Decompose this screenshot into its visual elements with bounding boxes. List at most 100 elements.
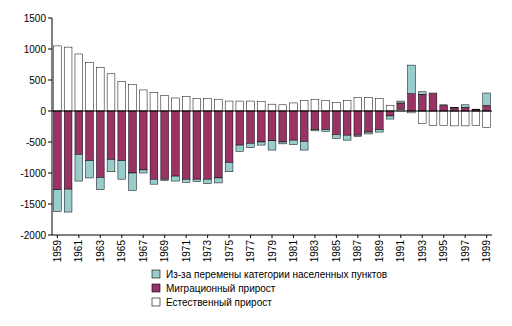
bar-segment	[483, 93, 491, 105]
bar-segment	[472, 111, 480, 125]
x-tick	[143, 235, 144, 238]
bar-segment	[247, 101, 255, 111]
bar-segment	[96, 177, 104, 189]
bar-segment	[182, 179, 190, 182]
bar-segment	[54, 46, 62, 111]
legend-swatch	[152, 270, 160, 278]
x-tick-label: 1997	[460, 240, 471, 263]
bar-segment	[375, 99, 383, 111]
bar-segment	[129, 173, 137, 190]
bar-segment	[193, 179, 201, 181]
bar-segment	[290, 140, 298, 144]
bar-segment	[236, 111, 244, 145]
bar-segment	[333, 111, 341, 135]
x-tick-label: 1985	[331, 240, 342, 263]
bar-segment	[257, 142, 265, 145]
bar-segment	[343, 135, 351, 140]
x-tick	[121, 235, 122, 238]
zero-line	[52, 111, 492, 112]
bar-segment	[172, 98, 180, 111]
bar-segment	[75, 54, 83, 111]
bar-segment	[333, 102, 341, 111]
bars	[54, 46, 491, 212]
bar-segment	[461, 111, 469, 126]
y-tick-label: 1000	[24, 44, 47, 55]
y-tick-label: -1000	[20, 168, 46, 179]
bar-segment	[279, 142, 287, 144]
bar-segment	[236, 101, 244, 111]
bar-segment	[257, 102, 265, 111]
bar-segment	[86, 111, 94, 161]
y-tick	[48, 142, 52, 143]
bar-segment	[86, 161, 94, 178]
x-tick	[78, 235, 79, 238]
bar-segment	[75, 154, 83, 181]
bar-segment	[161, 111, 169, 179]
legend-label: Естественный прирост	[166, 297, 272, 308]
bar-segment	[472, 109, 480, 111]
bar-segment	[64, 189, 72, 212]
bar-segment	[365, 132, 373, 134]
bar-segment	[322, 130, 330, 132]
bar-segment	[139, 111, 147, 170]
bar-segment	[182, 97, 190, 111]
x-tick	[314, 235, 315, 238]
bar-segment	[96, 68, 104, 111]
bar-segment	[483, 105, 491, 111]
bar-segment	[193, 99, 201, 111]
bar-segment	[429, 94, 437, 111]
x-tick-label: 1983	[309, 240, 320, 263]
x-tick	[57, 235, 58, 238]
y-axis	[52, 18, 53, 235]
bar-segment	[236, 145, 244, 151]
legend-label: Из-за перемены категории населенных пунк…	[166, 269, 387, 280]
bar-segment	[64, 111, 72, 189]
bar-segment	[214, 99, 222, 111]
bar-segment	[268, 141, 276, 150]
x-tick	[486, 235, 487, 238]
x-tick	[465, 235, 466, 238]
y-tick	[48, 235, 52, 236]
bar-segment	[107, 111, 115, 159]
bar-segment	[365, 111, 373, 132]
y-tick-label: -2000	[20, 230, 46, 241]
bar-segment	[150, 92, 158, 111]
bar-segment	[429, 111, 437, 125]
y-tick-label: 0	[40, 106, 46, 117]
legend-label: Миграционный прирост	[166, 283, 276, 294]
x-tick-label: 1989	[374, 240, 385, 263]
legend-swatch	[152, 298, 160, 306]
bar-segment	[129, 84, 137, 111]
bar-segment	[354, 135, 362, 136]
bar-segment	[172, 176, 180, 181]
bar-segment	[461, 107, 469, 111]
bar-segment	[54, 190, 62, 212]
x-tick	[400, 235, 401, 238]
bar-segment	[418, 94, 426, 111]
y-tick	[48, 173, 52, 174]
y-tick	[48, 80, 52, 81]
x-tick-label: 1961	[73, 240, 84, 263]
bar-segment	[54, 111, 62, 190]
bar-segment	[75, 111, 83, 154]
x-tick	[336, 235, 337, 238]
bar-segment	[375, 130, 383, 132]
x-tick	[443, 235, 444, 238]
bar-segment	[354, 97, 362, 111]
bar-segment	[118, 111, 126, 161]
bar-segment	[440, 104, 448, 106]
bar-segment	[311, 99, 319, 111]
x-tick-label: 1987	[352, 240, 363, 263]
x-tick	[357, 235, 358, 238]
legend-swatch	[152, 284, 160, 292]
bar-segment	[225, 162, 233, 171]
y-tick-label: 1500	[24, 13, 47, 24]
bar-segment	[322, 100, 330, 111]
x-tick	[379, 235, 380, 238]
x-tick-label: 1979	[267, 240, 278, 263]
bar-segment	[397, 101, 405, 103]
bar-segment	[193, 111, 201, 179]
x-tick	[250, 235, 251, 238]
bar-segment	[451, 107, 459, 109]
bar-segment	[300, 100, 308, 111]
